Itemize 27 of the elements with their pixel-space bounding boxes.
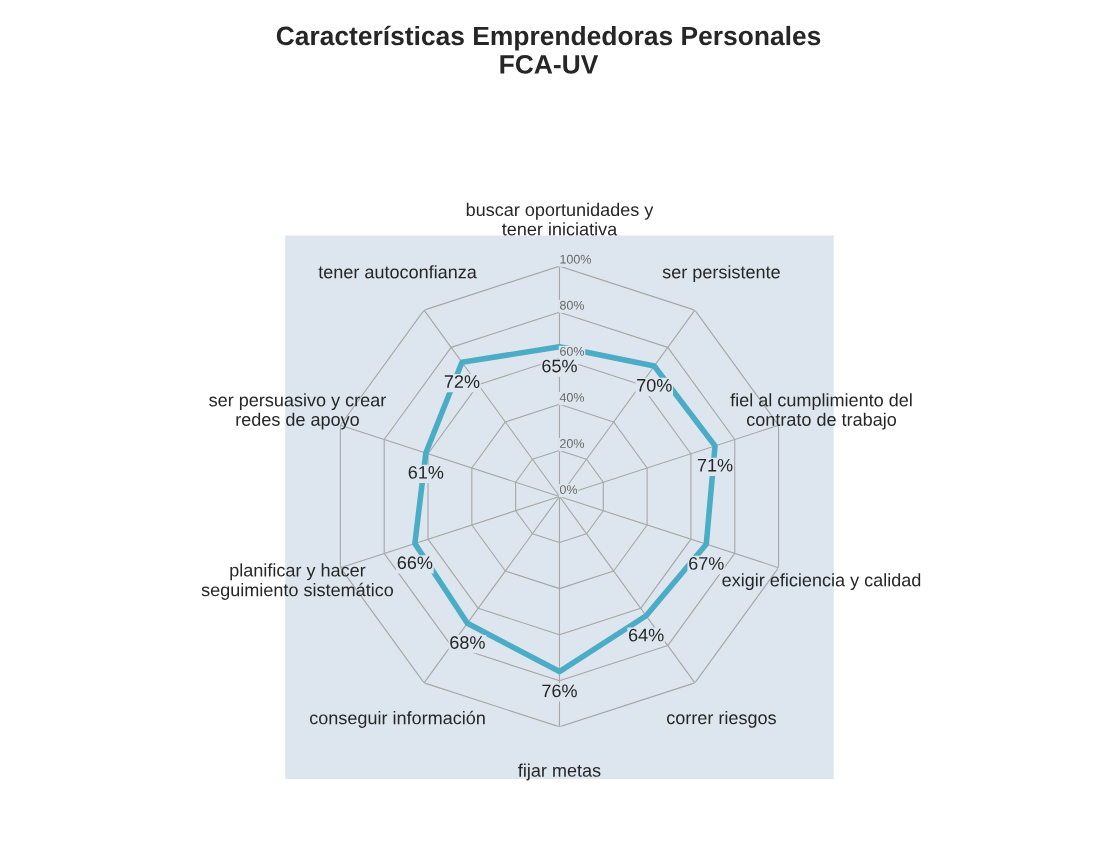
y-tick-label: 0% <box>559 485 578 495</box>
data-label: 71% <box>697 458 733 472</box>
data-label: 68% <box>450 636 485 649</box>
spoke-label: ser persuasivo y crear redes de apoyo <box>209 393 386 430</box>
data-label: 70% <box>637 378 672 392</box>
data-label: 67% <box>689 557 724 570</box>
data-label: 61% <box>408 465 444 479</box>
spoke-label: buscar oportunidades y tener iniciativa <box>466 202 654 236</box>
spoke-label: fiel al cumplimiento del contrato de trabajo <box>730 393 912 430</box>
y-tick-label: 80% <box>560 300 585 310</box>
spoke-label: planificar y hacer seguimiento sistemático <box>201 563 394 600</box>
data-label: 76% <box>542 684 577 698</box>
y-tick-label: 40% <box>559 393 585 402</box>
data-label: 66% <box>397 556 433 570</box>
chart-title: Características Emprendedoras Personales FCA-UV <box>276 25 821 74</box>
data-label: 72% <box>444 375 480 388</box>
spoke-label: correr riesgos <box>667 710 776 728</box>
spoke-label: tener autoconfianza <box>318 265 477 279</box>
spoke-label: fijar metas <box>518 763 601 781</box>
spoke-label: exigir eficiencia y calidad <box>722 573 921 591</box>
y-tick-label: 60% <box>560 346 585 356</box>
y-tick-label: 20% <box>560 439 585 448</box>
data-label: 64% <box>628 628 664 642</box>
y-tick-label: 100% <box>560 254 591 264</box>
spoke-label: ser persistente <box>662 265 780 282</box>
spoke-label: conseguir información <box>309 710 485 728</box>
data-label: 65% <box>542 359 577 373</box>
